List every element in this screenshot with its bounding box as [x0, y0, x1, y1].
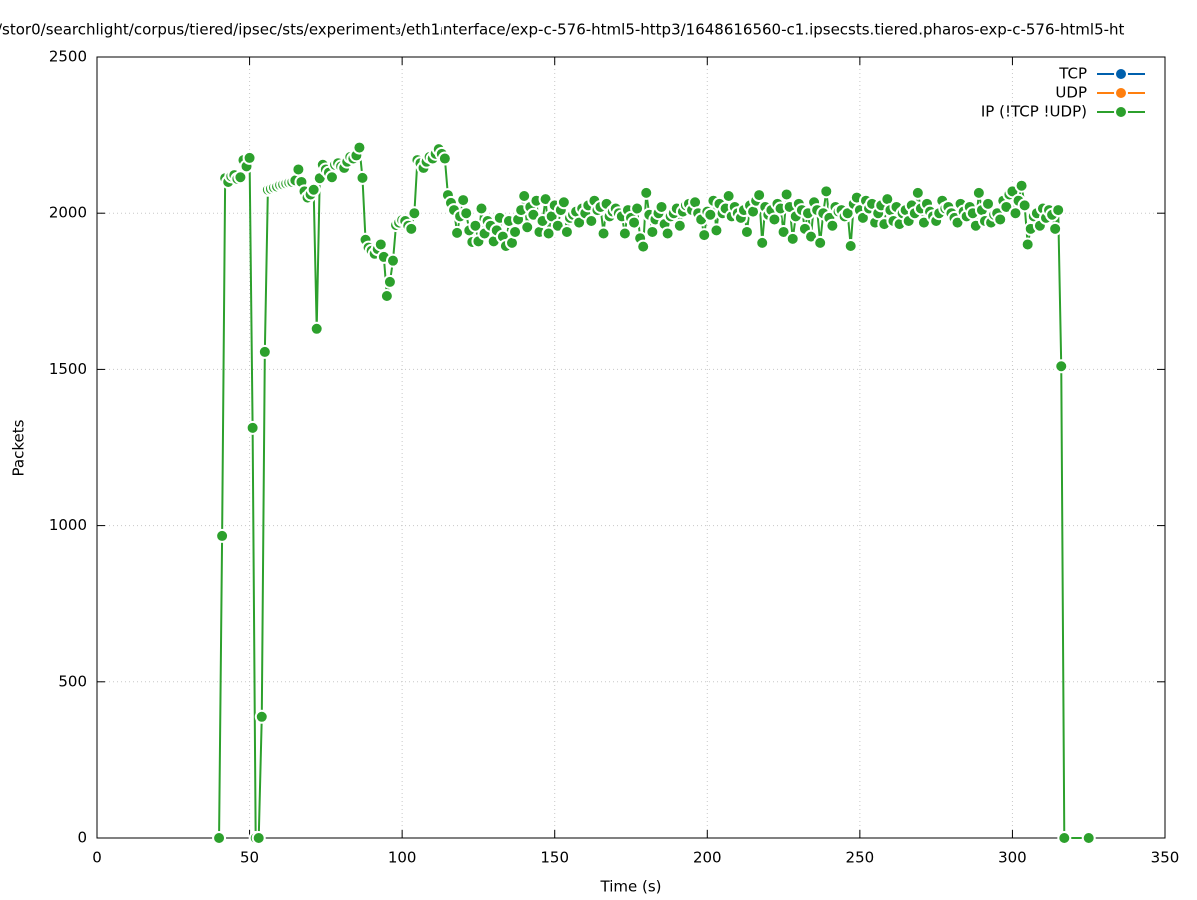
data-point [474, 201, 489, 216]
data-point [813, 235, 828, 250]
data-point [254, 709, 269, 724]
data-point [251, 831, 266, 845]
data-point [1081, 831, 1096, 845]
data-point [407, 206, 422, 221]
data-point [379, 288, 394, 303]
data-point [1014, 178, 1029, 193]
y-tick-label: 2500 [49, 48, 87, 66]
y-tick-label: 1500 [49, 360, 87, 378]
data-point [517, 189, 532, 204]
data-point [257, 344, 272, 359]
data-point [1017, 198, 1032, 213]
data-point [324, 170, 339, 185]
data-point [785, 231, 800, 246]
data-point [556, 195, 571, 210]
data-point [630, 201, 645, 216]
legend-label: TCP [1058, 65, 1087, 83]
data-point [456, 193, 471, 208]
data-point [215, 528, 230, 543]
data-point [752, 188, 767, 203]
data-point [672, 218, 687, 233]
data-point [352, 140, 367, 155]
x-tick-label: 0 [92, 849, 102, 867]
y-tick-label: 1000 [49, 516, 87, 534]
data-point [404, 221, 419, 236]
data-point [779, 187, 794, 202]
data-point [437, 151, 452, 166]
data-point [520, 220, 535, 235]
data-point [819, 184, 834, 199]
legend-label: IP (!TCP !UDP) [981, 103, 1087, 121]
x-tick-label: 350 [1151, 849, 1180, 867]
data-point [971, 185, 986, 200]
chart-title: /stor0/searchlight/corpus/tiered/ipsec/s… [0, 21, 1125, 39]
data-point [1020, 237, 1035, 252]
x-tick-label: 300 [998, 849, 1027, 867]
data-point [709, 223, 724, 238]
x-tick-label: 100 [388, 849, 417, 867]
data-point [645, 224, 660, 239]
data-point [212, 831, 227, 845]
data-point [385, 253, 400, 268]
data-point [1051, 203, 1066, 218]
data-point [355, 170, 370, 185]
data-point [242, 150, 257, 165]
data-point [825, 218, 840, 233]
y-axis-label: Packets [10, 419, 28, 476]
data-point [636, 239, 651, 254]
data-point [627, 215, 642, 230]
x-tick-label: 150 [540, 849, 569, 867]
data-point [541, 226, 556, 241]
data-point [382, 274, 397, 289]
data-point [721, 189, 736, 204]
data-point [373, 237, 388, 252]
data-point [697, 228, 712, 243]
data-point [639, 185, 654, 200]
data-point [1057, 831, 1072, 845]
x-tick-label: 250 [846, 849, 875, 867]
data-point [459, 206, 474, 221]
data-point [617, 226, 632, 241]
data-point [703, 207, 718, 222]
data-point [910, 185, 925, 200]
x-tick-label: 50 [240, 849, 259, 867]
data-point [450, 225, 465, 240]
data-point [309, 321, 324, 336]
data-point [776, 224, 791, 239]
data-point [596, 226, 611, 241]
x-tick-label: 200 [693, 849, 722, 867]
data-point [233, 170, 248, 185]
y-tick-label: 2000 [49, 204, 87, 222]
data-point [559, 224, 574, 239]
data-point [508, 224, 523, 239]
data-point [1054, 359, 1069, 374]
legend-swatch-point [1114, 67, 1128, 81]
data-point [660, 226, 675, 241]
plot-border [96, 56, 1166, 839]
data-point [755, 235, 770, 250]
series-line [218, 147, 1089, 839]
data-point [981, 196, 996, 211]
data-point [291, 162, 306, 177]
y-tick-label: 500 [58, 672, 87, 690]
legend-swatch-point [1114, 86, 1128, 100]
data-point [1048, 221, 1063, 236]
data-point [245, 420, 260, 435]
y-tick-label: 0 [77, 829, 87, 847]
legend-swatch-point [1114, 105, 1128, 119]
data-point [468, 218, 483, 233]
data-point [654, 199, 669, 214]
data-point [739, 224, 754, 239]
data-point [1008, 206, 1023, 221]
data-point [993, 212, 1008, 227]
data-point [306, 182, 321, 197]
data-point [843, 239, 858, 254]
x-axis-label: Time (s) [600, 878, 662, 896]
data-point [767, 212, 782, 227]
legend-label: UDP [1055, 84, 1087, 102]
data-point [584, 214, 599, 229]
